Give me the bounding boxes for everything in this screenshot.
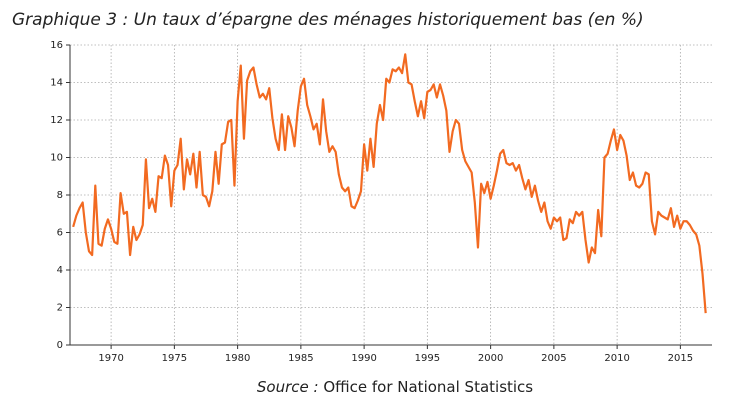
x-tick-label: 1990 [351,353,376,364]
x-tick-label: 2010 [604,353,629,364]
y-tick-label: 4 [57,265,63,276]
x-tick-label: 2015 [668,353,693,364]
x-tick-label: 2005 [541,353,566,364]
series-line [72,53,707,314]
x-tick-label: 1970 [98,353,123,364]
chart-title: Graphique 3 : Un taux d’épargne des ména… [12,10,644,30]
source-text: Office for National Statistics [323,378,533,396]
x-tick-label: 2000 [478,353,503,364]
x-tick-label: 1985 [288,353,313,364]
x-tick-label: 1975 [162,353,187,364]
source-label: Source : [257,378,319,396]
y-tick-label: 8 [57,190,63,201]
y-tick-label: 12 [50,115,63,126]
y-tick-label: 2 [57,303,63,314]
x-tick-label: 1995 [415,353,440,364]
x-tick-label: 1980 [225,353,250,364]
source: Source : Office for National Statistics [257,378,533,396]
y-tick-label: 16 [50,40,63,51]
y-tick-label: 14 [50,78,63,89]
y-tick-label: 6 [57,228,63,239]
y-tick-label: 0 [57,340,63,351]
y-tick-label: 10 [50,153,63,164]
